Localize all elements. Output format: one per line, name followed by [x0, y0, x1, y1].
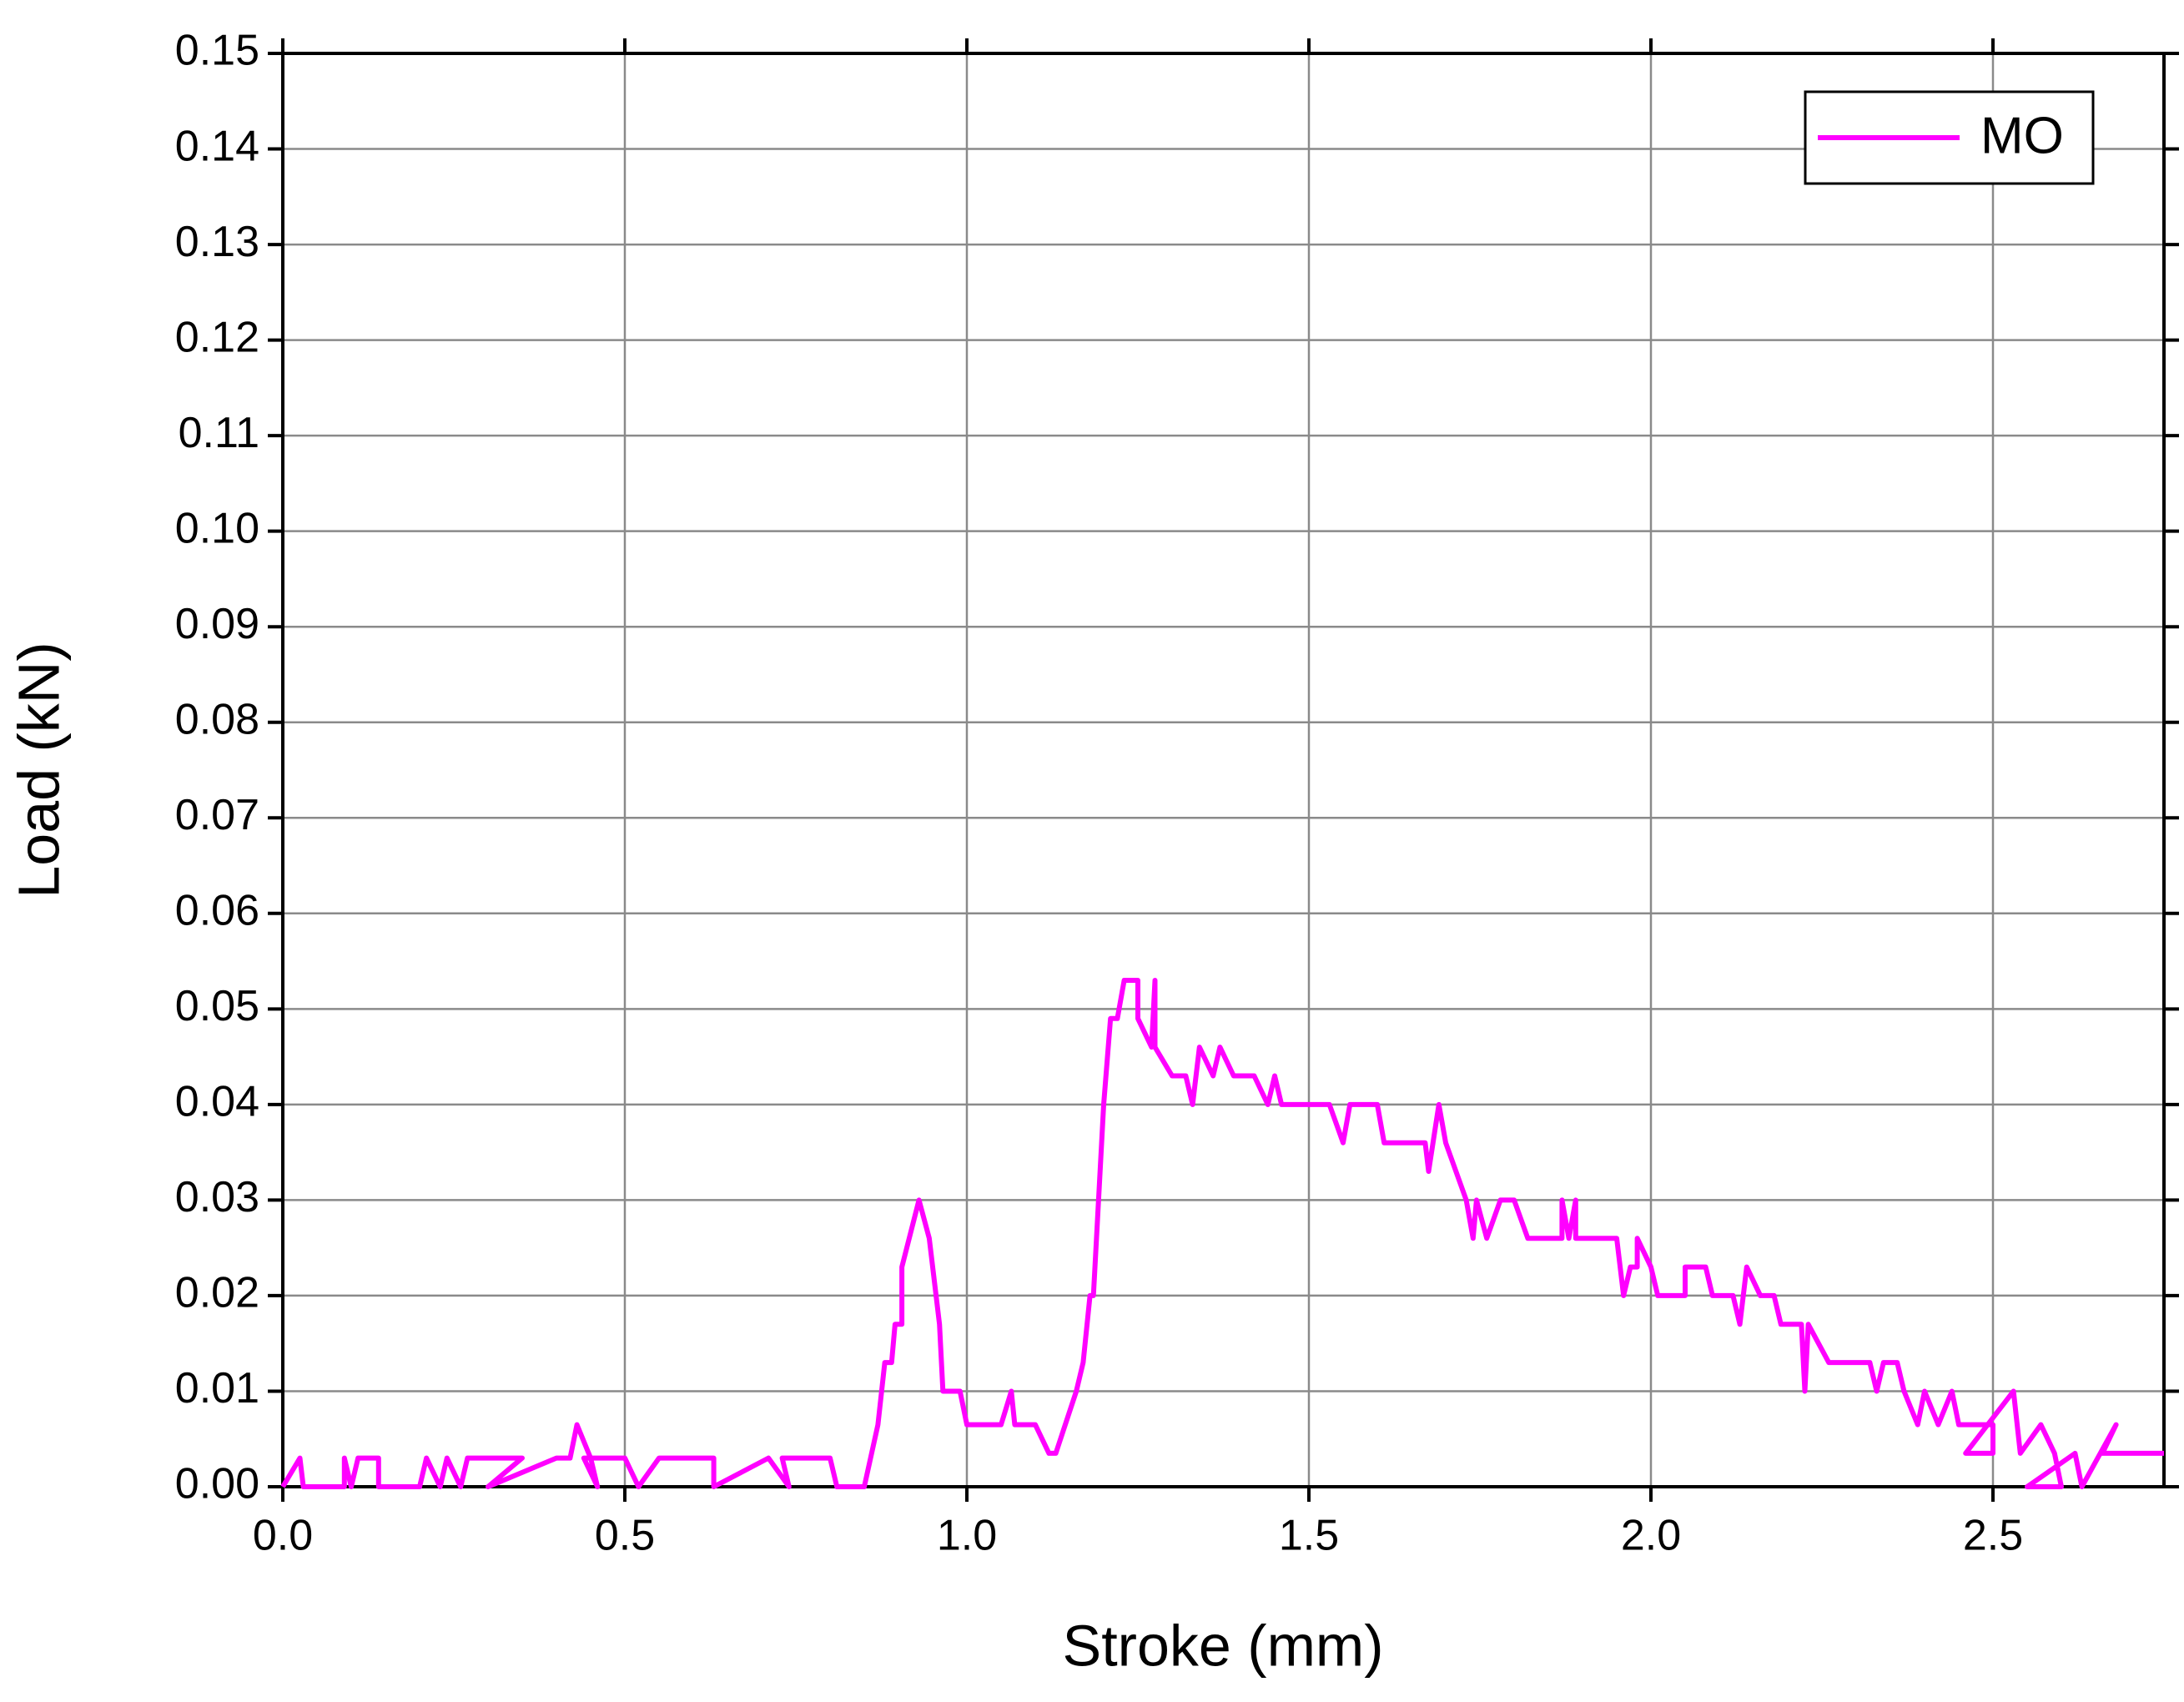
y-tick-label: 0.08	[175, 695, 259, 743]
x-tick-label: 1.0	[937, 1512, 997, 1560]
y-tick-label: 0.00	[175, 1460, 259, 1508]
legend-label: MO	[1980, 107, 2064, 164]
x-tick-label: 2.5	[1963, 1512, 2023, 1560]
y-tick-label: 0.07	[175, 791, 259, 839]
x-axis-label: Stroke (mm)	[1063, 1613, 1384, 1678]
y-tick-label: 0.06	[175, 887, 259, 935]
y-tick-label: 0.09	[175, 600, 259, 648]
y-tick-label: 0.12	[175, 313, 259, 361]
x-tick-label: 0.0	[253, 1512, 313, 1560]
y-tick-label: 0.02	[175, 1269, 259, 1317]
series-line	[280, 978, 2164, 1489]
y-tick-label: 0.15	[175, 27, 259, 75]
plot-frame	[281, 52, 2166, 1488]
y-axis-label: Load (kN)	[6, 642, 71, 898]
y-tick-label: 0.04	[175, 1078, 259, 1126]
y-tick-label: 0.11	[179, 409, 259, 457]
x-tick-label: 0.5	[595, 1512, 655, 1560]
y-tick-label: 0.03	[175, 1173, 259, 1221]
x-tick-label: 1.5	[1279, 1512, 1339, 1560]
y-tick-label: 0.10	[175, 504, 259, 552]
y-tick-label: 0.13	[175, 218, 259, 266]
y-tick-label: 0.14	[175, 122, 259, 170]
y-tick-label: 0.05	[175, 982, 259, 1030]
x-tick-label: 2.0	[1621, 1512, 1681, 1560]
y-tick-label: 0.01	[175, 1364, 259, 1412]
